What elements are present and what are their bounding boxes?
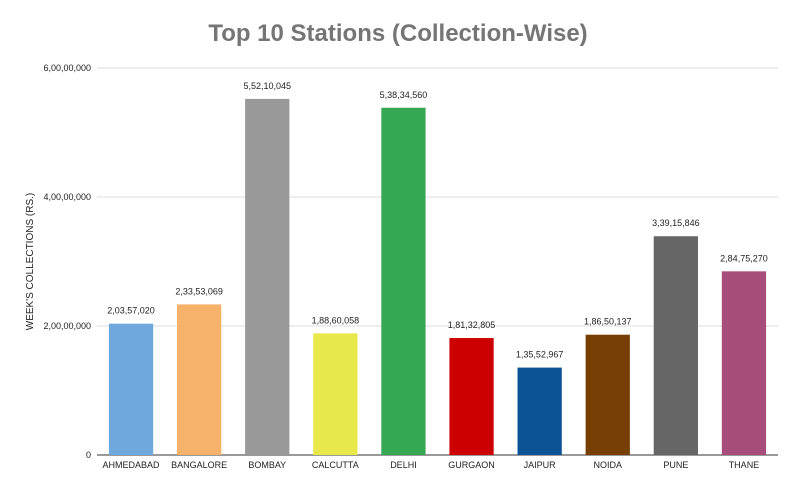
data-label-delhi: 5,38,34,560 xyxy=(380,90,428,100)
x-tick-label-pune: PUNE xyxy=(663,460,688,470)
x-tick-label-thane: THANE xyxy=(729,460,760,470)
x-tick-label-ahmedabad: AHMEDABAD xyxy=(103,460,161,470)
data-label-noida: 1,86,50,137 xyxy=(584,317,632,327)
data-label-bangalore: 2,33,53,069 xyxy=(175,286,223,296)
y-axis-ticks: 0 2,00,00,000 4,00,00,000 6,00,00,000 xyxy=(43,63,91,460)
bar-jaipur xyxy=(517,367,562,455)
y-tick-label: 6,00,00,000 xyxy=(43,63,91,73)
x-axis-ticks: AHMEDABAD BANGALORE BOMBAY CALCUTTA DELHI GUR… xyxy=(103,460,760,470)
bar-ahmedabad xyxy=(108,323,154,455)
x-tick-label-delhi: DELHI xyxy=(390,460,417,470)
chart-title: Top 10 Stations (Collection-Wise) xyxy=(208,20,588,47)
bars xyxy=(108,98,767,456)
data-label-pune: 3,39,15,846 xyxy=(652,218,700,228)
y-tick-label: 2,00,00,000 xyxy=(43,321,91,331)
data-label-jaipur: 1,35,52,967 xyxy=(516,350,564,360)
y-tick-label: 4,00,00,000 xyxy=(43,192,91,202)
data-label-gurgaon: 1,81,32,805 xyxy=(448,320,496,330)
bar-noida xyxy=(585,334,630,455)
bar-bombay xyxy=(245,98,290,456)
data-label-ahmedabad: 2,03,57,020 xyxy=(107,306,155,316)
bar-pune xyxy=(653,236,698,455)
x-tick-label-gurgaon: GURGAON xyxy=(448,460,495,470)
bar-delhi xyxy=(381,107,426,455)
data-label-thane: 2,84,75,270 xyxy=(720,253,768,263)
x-tick-label-bangalore: BANGALORE xyxy=(171,460,227,470)
data-labels: 2,03,57,020 2,33,53,069 5,52,10,045 1,88,60… xyxy=(107,81,767,360)
x-tick-label-noida: NOIDA xyxy=(593,460,622,470)
x-tick-label-calcutta: CALCUTTA xyxy=(312,460,359,470)
y-axis-title: WEEK'S COLLECTIONS (RS.) xyxy=(25,193,36,331)
bar-calcutta xyxy=(313,333,358,455)
data-label-bombay: 5,52,10,045 xyxy=(243,81,291,91)
x-tick-label-jaipur: JAIPUR xyxy=(524,460,557,470)
bar-thane xyxy=(721,271,767,455)
bar-bangalore xyxy=(177,304,222,455)
bar-gurgaon xyxy=(449,338,494,455)
x-tick-label-bombay: BOMBAY xyxy=(248,460,286,470)
y-tick-label: 0 xyxy=(86,450,91,460)
data-label-calcutta: 1,88,60,058 xyxy=(312,315,360,325)
